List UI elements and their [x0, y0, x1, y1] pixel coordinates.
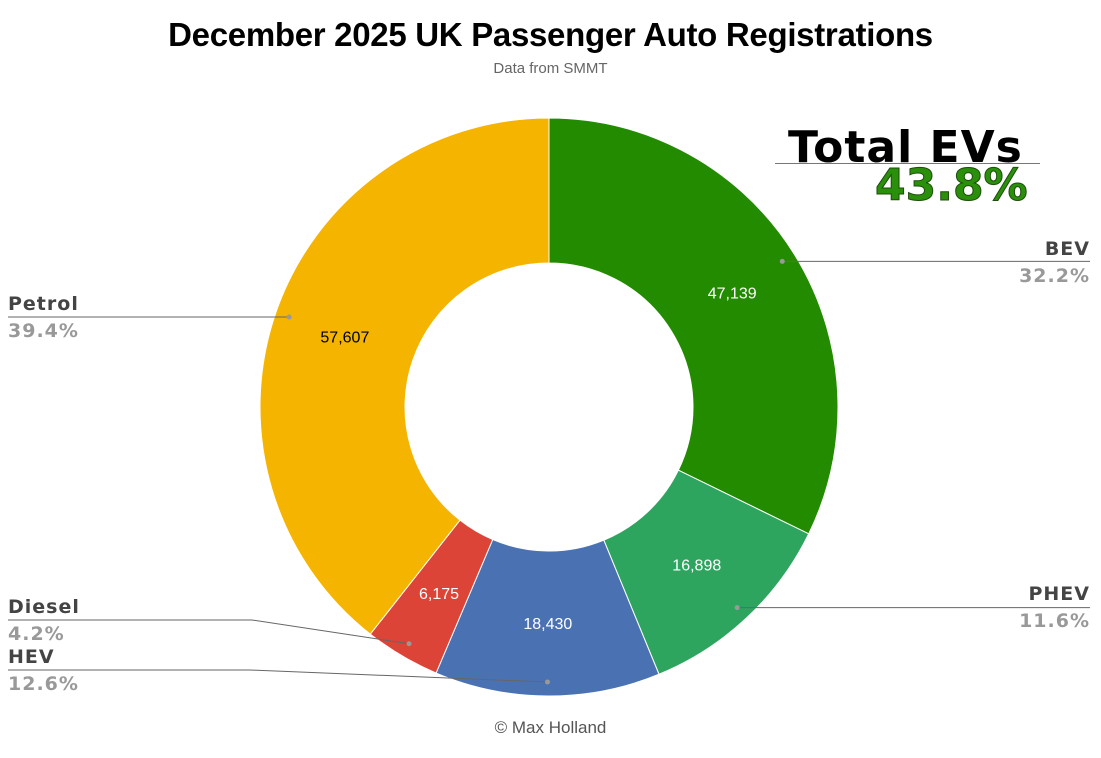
percent-label-hev: 12.6%: [8, 673, 79, 695]
percent-label-bev: 32.2%: [1019, 265, 1090, 287]
value-label-petrol: 57,607: [320, 329, 369, 346]
chart-title: December 2025 UK Passenger Auto Registra…: [168, 16, 933, 53]
leader-dot-hev: [544, 679, 550, 685]
leader-dot-bev: [779, 258, 785, 264]
value-label-bev: 47,139: [708, 286, 757, 303]
slice-bev: [548, 117, 839, 535]
value-label-diesel: 6,175: [419, 586, 459, 603]
category-label-phev: PHEV: [1028, 583, 1090, 605]
total-evs-label: Total EVs: [788, 122, 1023, 173]
leader-line-hev: [8, 669, 548, 683]
category-label-bev: BEV: [1045, 238, 1090, 260]
leader-line-diesel: [8, 619, 410, 645]
credit: © Max Holland: [494, 718, 607, 737]
slice-petrol: [259, 117, 550, 635]
category-label-petrol: Petrol: [8, 293, 79, 315]
value-label-hev: 18,430: [523, 616, 572, 633]
value-label-phev: 16,898: [672, 558, 721, 575]
slice-hev: [435, 538, 660, 697]
percent-label-diesel: 4.2%: [8, 623, 65, 645]
total-evs-value: 43.8%: [875, 160, 1029, 212]
leader-dot-phev: [734, 605, 740, 611]
total-evs-underline: [775, 163, 1040, 164]
category-label-hev: HEV: [8, 646, 55, 668]
category-label-diesel: Diesel: [8, 596, 80, 618]
chart-subtitle: Data from SMMT: [493, 60, 608, 77]
leader-dot-diesel: [406, 641, 412, 647]
percent-label-petrol: 39.4%: [8, 320, 79, 342]
percent-label-phev: 11.6%: [1019, 610, 1090, 632]
leader-dot-petrol: [286, 314, 292, 320]
